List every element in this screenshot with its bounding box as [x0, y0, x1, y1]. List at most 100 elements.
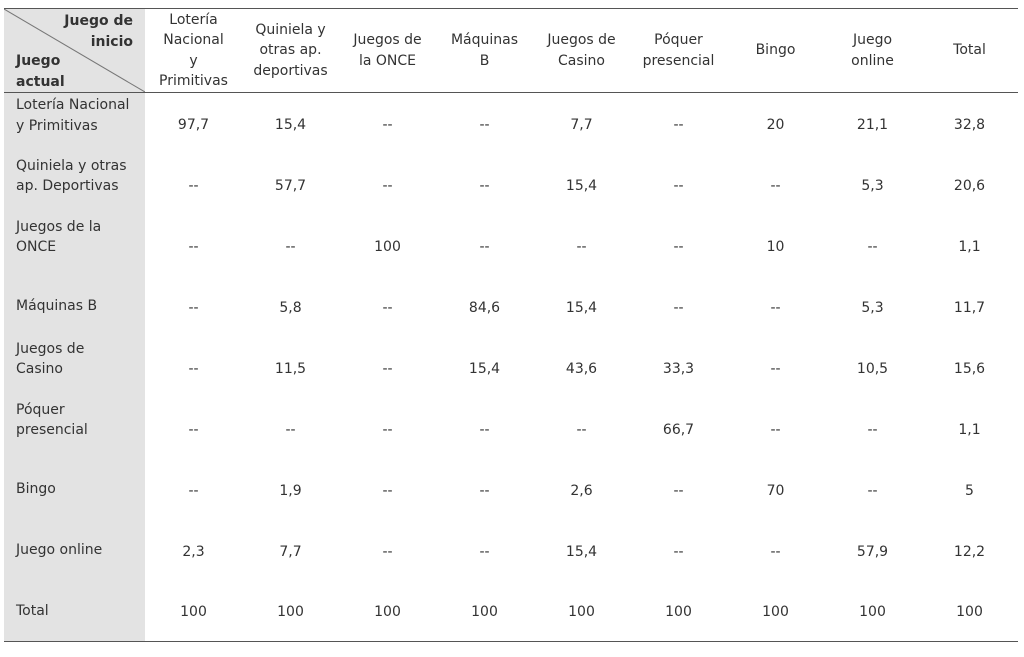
table-row: Bingo -- 1,9 -- -- 2,6 -- 70 -- 5	[4, 458, 1018, 520]
table-cell: --	[285, 421, 296, 438]
row-header: Póquer presencial	[4, 397, 145, 459]
table-cell: --	[867, 238, 878, 255]
table-cell: --	[382, 543, 393, 560]
table-cell: 21,1	[856, 116, 889, 133]
row-header: Juegos de la ONCE	[4, 214, 145, 276]
gambling-transition-table: Juego de inicio Juego actual Lotería Naci…	[4, 8, 1018, 642]
column-header-line: y	[189, 52, 198, 69]
table-row: Juegos de la ONCE -- -- 100 -- -- -- 10 -- 1,1	[4, 214, 1018, 276]
column-header-line: Juegos de	[353, 32, 422, 48]
diagonal-divider	[4, 9, 145, 92]
row-header-line: presencial	[16, 422, 88, 438]
table-cell: --	[770, 299, 781, 316]
corner-row-title: Juego actual	[16, 51, 65, 92]
table-cell: 97,7	[177, 116, 210, 133]
table-cell: 100	[374, 238, 401, 255]
table-cell: --	[673, 116, 684, 133]
row-header-line: Lotería Nacional	[16, 97, 130, 113]
table-cell: --	[479, 116, 490, 133]
column-header: Juegos de Casino	[533, 8, 630, 93]
row-header-line: Bingo	[16, 480, 56, 497]
table-cell: --	[382, 177, 393, 194]
table-cell: --	[673, 543, 684, 560]
corner-row-title-line: Juego	[16, 53, 61, 69]
table-cell: --	[673, 238, 684, 255]
column-header-line: Nacional	[163, 32, 224, 48]
table-cell: 15,4	[274, 116, 307, 133]
table-cell: 57,9	[856, 543, 889, 560]
table-cell: --	[770, 360, 781, 377]
table-cell: --	[382, 421, 393, 438]
row-header-line: Casino	[16, 361, 63, 377]
column-header: Póquer presencial	[630, 8, 727, 93]
column-header-line: Casino	[558, 52, 605, 69]
row-header: Bingo	[4, 458, 145, 520]
column-header: Máquinas B	[436, 8, 533, 93]
table-cell: 7,7	[570, 116, 593, 133]
table-cell: 70	[766, 482, 785, 499]
corner-column-title: Juego de inicio	[64, 11, 133, 52]
table-cell: 15,4	[468, 360, 501, 377]
table-cell: --	[673, 177, 684, 194]
row-header: Máquinas B	[4, 275, 145, 337]
corner-row-title-line: actual	[16, 73, 65, 90]
table-cell: 1,1	[958, 238, 981, 255]
table-cell: 2,3	[182, 543, 205, 560]
column-header-line: B	[479, 52, 490, 69]
column-header-line: Póquer	[654, 32, 703, 48]
table-cell: --	[188, 238, 199, 255]
table-cell: 15,4	[565, 299, 598, 316]
column-header-line: Bingo	[755, 42, 796, 59]
header-row: Juego de inicio Juego actual Lotería Naci…	[4, 8, 1018, 93]
table-row: Póquer presencial -- -- -- -- -- 66,7 -- -- 1,1	[4, 397, 1018, 459]
table-cell: --	[285, 238, 296, 255]
table-cell: 66,7	[662, 421, 695, 438]
table-cell: --	[867, 421, 878, 438]
table-cell: --	[382, 299, 393, 316]
table-row: Juegos de Casino -- 11,5 -- 15,4 43,6 33,3 -- 10,…	[4, 336, 1018, 398]
table-cell: --	[770, 177, 781, 194]
table-cell: --	[479, 238, 490, 255]
row-header-line: y Primitivas	[16, 117, 98, 134]
table-cell: 1,9	[279, 482, 302, 499]
column-header: Juego online	[824, 8, 921, 93]
table-cell: --	[188, 421, 199, 438]
table-cell: --	[479, 421, 490, 438]
column-header: Bingo	[727, 8, 824, 93]
table-cell: 5,8	[279, 299, 302, 316]
table-cell: 5,3	[861, 177, 884, 194]
column-header: Lotería Nacional y Primitivas	[145, 8, 242, 93]
table-cell: 100	[242, 580, 339, 642]
table-cell: 15,4	[565, 177, 598, 194]
column-header-line: Quiniela y	[255, 21, 326, 38]
table-cell: --	[188, 360, 199, 377]
corner-column-title-line: Juego de	[64, 13, 133, 29]
column-header-line: online	[851, 52, 894, 69]
table-body: Lotería Nacional y Primitivas 97,7 15,4 -- --…	[4, 92, 1018, 642]
table-cell: 15,4	[565, 543, 598, 560]
table-row: Quiniela y otras ap. Deportivas -- 57,7 -- --…	[4, 153, 1018, 215]
table-cell: 20	[766, 116, 785, 133]
table-cell: --	[673, 299, 684, 316]
table-cell: --	[576, 421, 587, 438]
table-row: Máquinas B -- 5,8 -- 84,6 15,4 -- -- 5,3 11,7	[4, 275, 1018, 337]
column-header-line: Juegos de	[547, 32, 616, 48]
column-header-line: presencial	[642, 52, 715, 69]
row-header-line: Total	[16, 602, 49, 619]
row-header-line: Máquinas B	[16, 297, 98, 314]
table-cell: --	[188, 177, 199, 194]
table-cell: 100	[145, 580, 242, 642]
row-header-line: Juego online	[16, 541, 103, 558]
table-cell: 10	[766, 238, 785, 255]
table-cell: 84,6	[468, 299, 501, 316]
table-cell: 100	[921, 580, 1018, 642]
row-header-line: ONCE	[16, 239, 57, 255]
row-header: Quiniela y otras ap. Deportivas	[4, 153, 145, 215]
table-container: Juego de inicio Juego actual Lotería Naci…	[4, 8, 1018, 642]
corner-column-title-line: inicio	[90, 33, 133, 50]
table-cell: 11,5	[274, 360, 307, 377]
row-header-line: Juegos de la	[16, 218, 102, 235]
table-cell: 100	[824, 580, 921, 642]
table-cell: 43,6	[565, 360, 598, 377]
table-cell: 100	[436, 580, 533, 642]
